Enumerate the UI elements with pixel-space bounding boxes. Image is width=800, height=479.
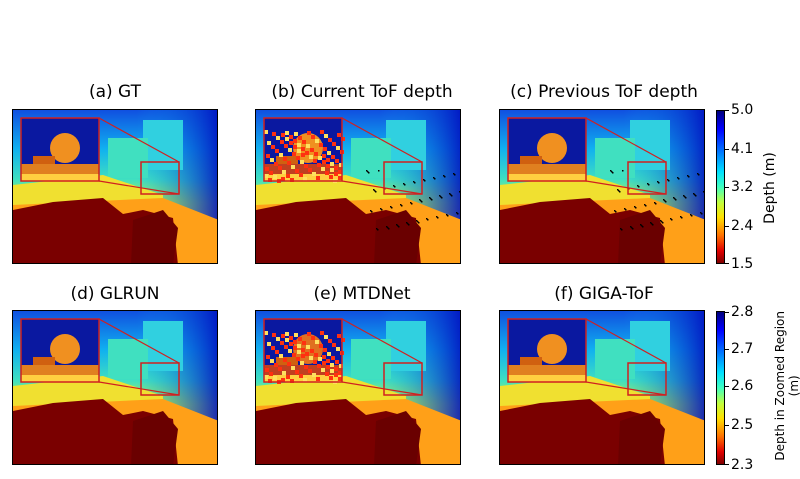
depth-map-previous-tof <box>499 109 705 264</box>
depth-map-mtdnet <box>255 310 461 465</box>
depth-map-glrun <box>12 310 218 465</box>
depth-map-gt <box>12 109 218 264</box>
zoomed-depth-colorbar-label: Depth in Zoomed Region (m) <box>773 298 800 474</box>
panel-title-current-tof: (b) Current ToF depth <box>271 82 453 102</box>
zoomed-depth-colorbar <box>716 311 725 465</box>
depth-tick-3: 3.2 <box>731 179 754 195</box>
panel-title-previous-tof: (c) Previous ToF depth <box>510 82 698 102</box>
depth-tick-1: 5.0 <box>731 102 754 118</box>
depth-map-current-tof <box>255 109 461 264</box>
zoom-tick-4: 2.5 <box>731 417 754 433</box>
panel-title-gt: (a) GT <box>88 82 142 102</box>
zoom-tick-2: 2.7 <box>731 341 754 357</box>
panel-title-mtdnet: (e) MTDNet <box>313 284 411 304</box>
depth-colorbar <box>716 110 725 264</box>
zoomed-depth-label-line2: (m) <box>787 375 800 397</box>
depth-tick-2: 4.1 <box>731 141 754 157</box>
zoomed-depth-label-line1: Depth in Zoomed Region <box>773 311 788 461</box>
zoom-tick-5: 2.3 <box>731 457 754 473</box>
depth-map-giga-tof <box>499 310 705 465</box>
zoom-tick-1: 2.8 <box>731 304 754 320</box>
depth-tick-5: 1.5 <box>731 256 754 272</box>
zoom-tick-3: 2.6 <box>731 378 754 394</box>
panel-title-giga-tof: (f) GIGA-ToF <box>554 284 654 304</box>
depth-tick-4: 2.4 <box>731 218 754 234</box>
depth-colorbar-label: Depth (m) <box>762 152 778 224</box>
panel-title-glrun: (d) GLRUN <box>70 284 160 304</box>
